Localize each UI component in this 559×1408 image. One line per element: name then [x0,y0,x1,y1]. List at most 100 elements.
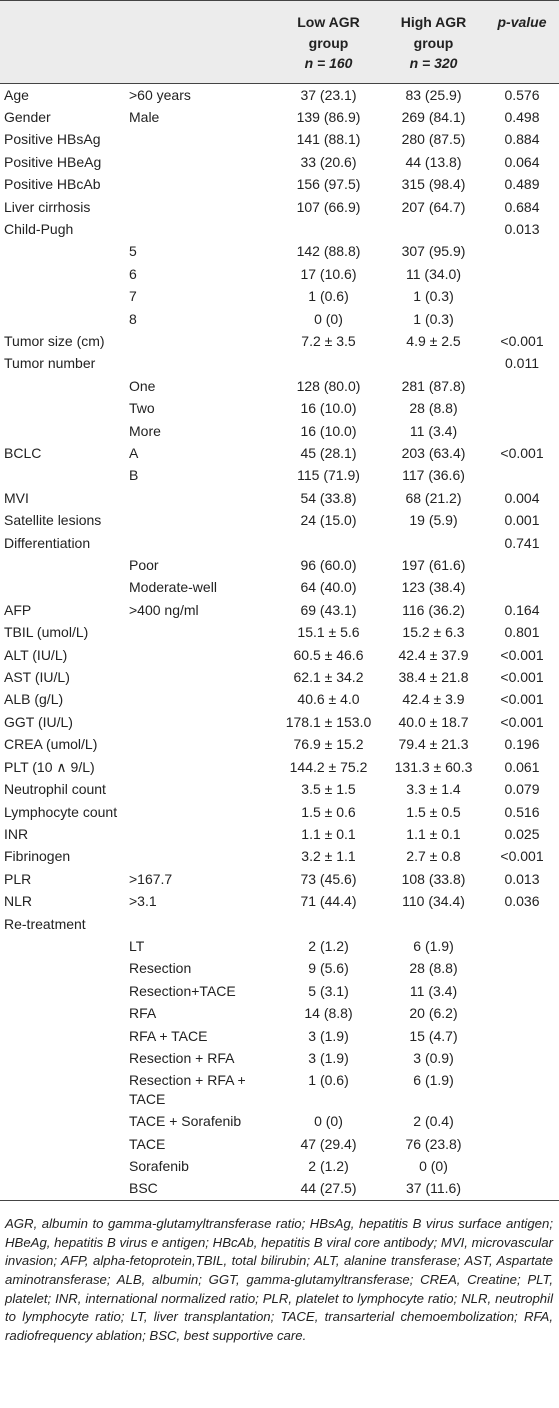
table-row: TACE 47 (29.4) 76 (23.8) [0,1133,559,1155]
table-row: Neutrophil count 3.5 ± 1.5 3.3 ± 1.4 0.079 [0,778,559,800]
table-cell: <0.001 [500,713,544,730]
table-cell: Positive HBsAg [4,131,101,148]
table-row: BSC 44 (27.5) 37 (11.6) [0,1177,559,1200]
table-cell: INR [4,825,29,842]
table-cell [125,196,275,218]
header-cell: High AGR group n = 320 [382,0,485,84]
table-cell: TBIL (umol/L) [4,624,89,641]
table-cell [485,1047,559,1069]
table-row: NLR >3.1 71 (44.4) 110 (34.4) 0.036 [0,890,559,912]
table-cell: 0.498 [504,108,540,125]
table-cell: 8 [129,310,137,327]
table-cell [382,913,485,935]
table-cell: Resection + RFA + TACE [129,1072,246,1107]
table-cell: 0.001 [504,512,540,529]
table-cell [485,1133,559,1155]
table-row: PLR >167.7 73 (45.6) 108 (33.8) 0.013 [0,868,559,890]
table-cell: 315 (98.4) [401,176,466,193]
table-cell [125,173,275,195]
table-cell [0,397,125,419]
table-cell: 3.2 ± 1.1 [301,848,356,865]
table-cell: 44 (27.5) [300,1180,357,1197]
table-cell: 6 (1.9) [413,937,454,954]
table-cell: >60 years [129,86,191,103]
table-cell [125,823,275,845]
table-cell: 128 (80.0) [296,377,361,394]
table-row: Age >60 years 37 (23.1) 83 (25.9) 0.576 [0,83,559,106]
table-cell: 0.079 [504,781,540,798]
table-cell [485,576,559,598]
table-cell: 0.196 [504,736,540,753]
table-cell [275,913,382,935]
table-cell [0,980,125,1002]
table-cell [125,352,275,374]
table-cell: <0.001 [500,848,544,865]
table-cell [125,756,275,778]
table-cell: 5 [129,243,137,260]
table-cell: 42.4 ± 3.9 [402,691,465,708]
table-cell: 42.4 ± 37.9 [398,646,469,663]
table-cell: 1 (0.3) [413,310,454,327]
table-cell: 16 (10.0) [300,422,357,439]
table-cell: 197 (61.6) [401,557,466,574]
header-title: High AGR group [400,14,467,51]
data-table: Low AGR group n = 160 High AGR group n = 32… [0,0,559,1201]
table-cell: RFA + TACE [129,1027,208,1044]
table-cell [382,352,485,374]
table-cell [0,375,125,397]
table-cell: Tumor size (cm) [4,332,105,349]
table-cell: 1 (0.6) [308,1072,349,1089]
table-cell: 64 (40.0) [300,579,357,596]
table-cell [485,1069,559,1110]
table-cell: 76.9 ± 15.2 [293,736,364,753]
table-cell [485,464,559,486]
table-cell: 207 (64.7) [401,198,466,215]
table-cell [125,532,275,554]
table-row: AST (IU/L) 62.1 ± 34.2 38.4 ± 21.8 <0.001 [0,666,559,688]
header-n: n = 320 [409,55,458,71]
table-cell: 16 (10.0) [300,400,357,417]
table-row: Liver cirrhosis 107 (66.9) 207 (64.7) 0.684 [0,196,559,218]
table-cell: Gender [4,108,51,125]
header-title: Low AGR group [297,14,360,51]
table-cell: 108 (33.8) [401,870,466,887]
table-row: Tumor number 0.011 [0,352,559,374]
table-row: RFA + TACE 3 (1.9) 15 (4.7) [0,1025,559,1047]
table-cell [382,532,485,554]
table-cell [0,935,125,957]
table-cell: 0.036 [504,893,540,910]
table-cell: 123 (38.4) [401,579,466,596]
table-cell: MVI [4,489,29,506]
table-cell: 141 (88.1) [296,131,361,148]
table-cell: 307 (95.9) [401,243,466,260]
table-cell [125,487,275,509]
table-cell [125,711,275,733]
table-cell: Tumor number [4,355,96,372]
table-row: INR 1.1 ± 0.1 1.1 ± 0.1 0.025 [0,823,559,845]
table-cell [0,1177,125,1200]
table-row: Resection + RFA 3 (1.9) 3 (0.9) [0,1047,559,1069]
table-cell [0,576,125,598]
table-row: Positive HBsAg 141 (88.1) 280 (87.5) 0.884 [0,128,559,150]
header-cell: p-value [485,0,559,84]
table-cell: 1 (0.6) [308,288,349,305]
table-cell: 1.1 ± 0.1 [406,825,461,842]
table-cell: Resection+TACE [129,982,236,999]
table-cell: Fibrinogen [4,848,71,865]
table-cell: PLR [4,870,32,887]
table-cell: 144.2 ± 75.2 [289,758,368,775]
table-cell [485,308,559,330]
table-row: Resection 9 (5.6) 28 (8.8) [0,957,559,979]
table-row: MVI 54 (33.8) 68 (21.2) 0.004 [0,487,559,509]
table-cell: <0.001 [500,669,544,686]
table-cell: 15 (4.7) [409,1027,458,1044]
table-cell: 28 (8.8) [409,400,458,417]
table-cell: ALT (IU/L) [4,646,68,663]
table-cell: Male [129,108,160,125]
table-cell: <0.001 [500,646,544,663]
table-cell: 3 (0.9) [413,1049,454,1066]
table-cell [0,1002,125,1024]
table-cell [0,1110,125,1132]
table-row: Gender Male 139 (86.9) 269 (84.1) 0.498 [0,106,559,128]
